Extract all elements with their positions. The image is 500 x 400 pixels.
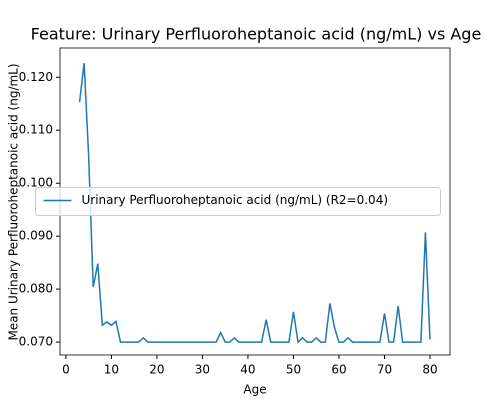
y-tick-label: 0.120 [19, 70, 53, 84]
x-tick-label: 40 [240, 363, 255, 377]
legend-box [35, 187, 441, 216]
y-tick-label: 0.090 [19, 229, 53, 243]
legend-label: Urinary Perfluoroheptanoic acid (ng/mL) … [82, 193, 389, 207]
x-axis-label: Age [243, 383, 266, 397]
x-tick-label: 10 [104, 363, 119, 377]
y-tick-label: 0.070 [19, 335, 53, 349]
y-tick-label: 0.080 [19, 282, 53, 296]
x-tick-label: 20 [149, 363, 164, 377]
y-axis-label: Mean Urinary Perfluoroheptanoic acid (ng… [7, 63, 21, 340]
x-tick-label: 80 [422, 363, 437, 377]
y-tick-label: 0.110 [19, 123, 53, 137]
x-tick-label: 0 [62, 363, 70, 377]
x-tick-label: 60 [331, 363, 346, 377]
chart-title: Feature: Urinary Perfluoroheptanoic acid… [31, 25, 482, 44]
x-tick-label: 70 [377, 363, 392, 377]
x-tick-label: 30 [195, 363, 210, 377]
line [78, 62, 431, 344]
y-tick-label: 0.100 [19, 176, 53, 190]
x-tick-label: 50 [286, 363, 301, 377]
